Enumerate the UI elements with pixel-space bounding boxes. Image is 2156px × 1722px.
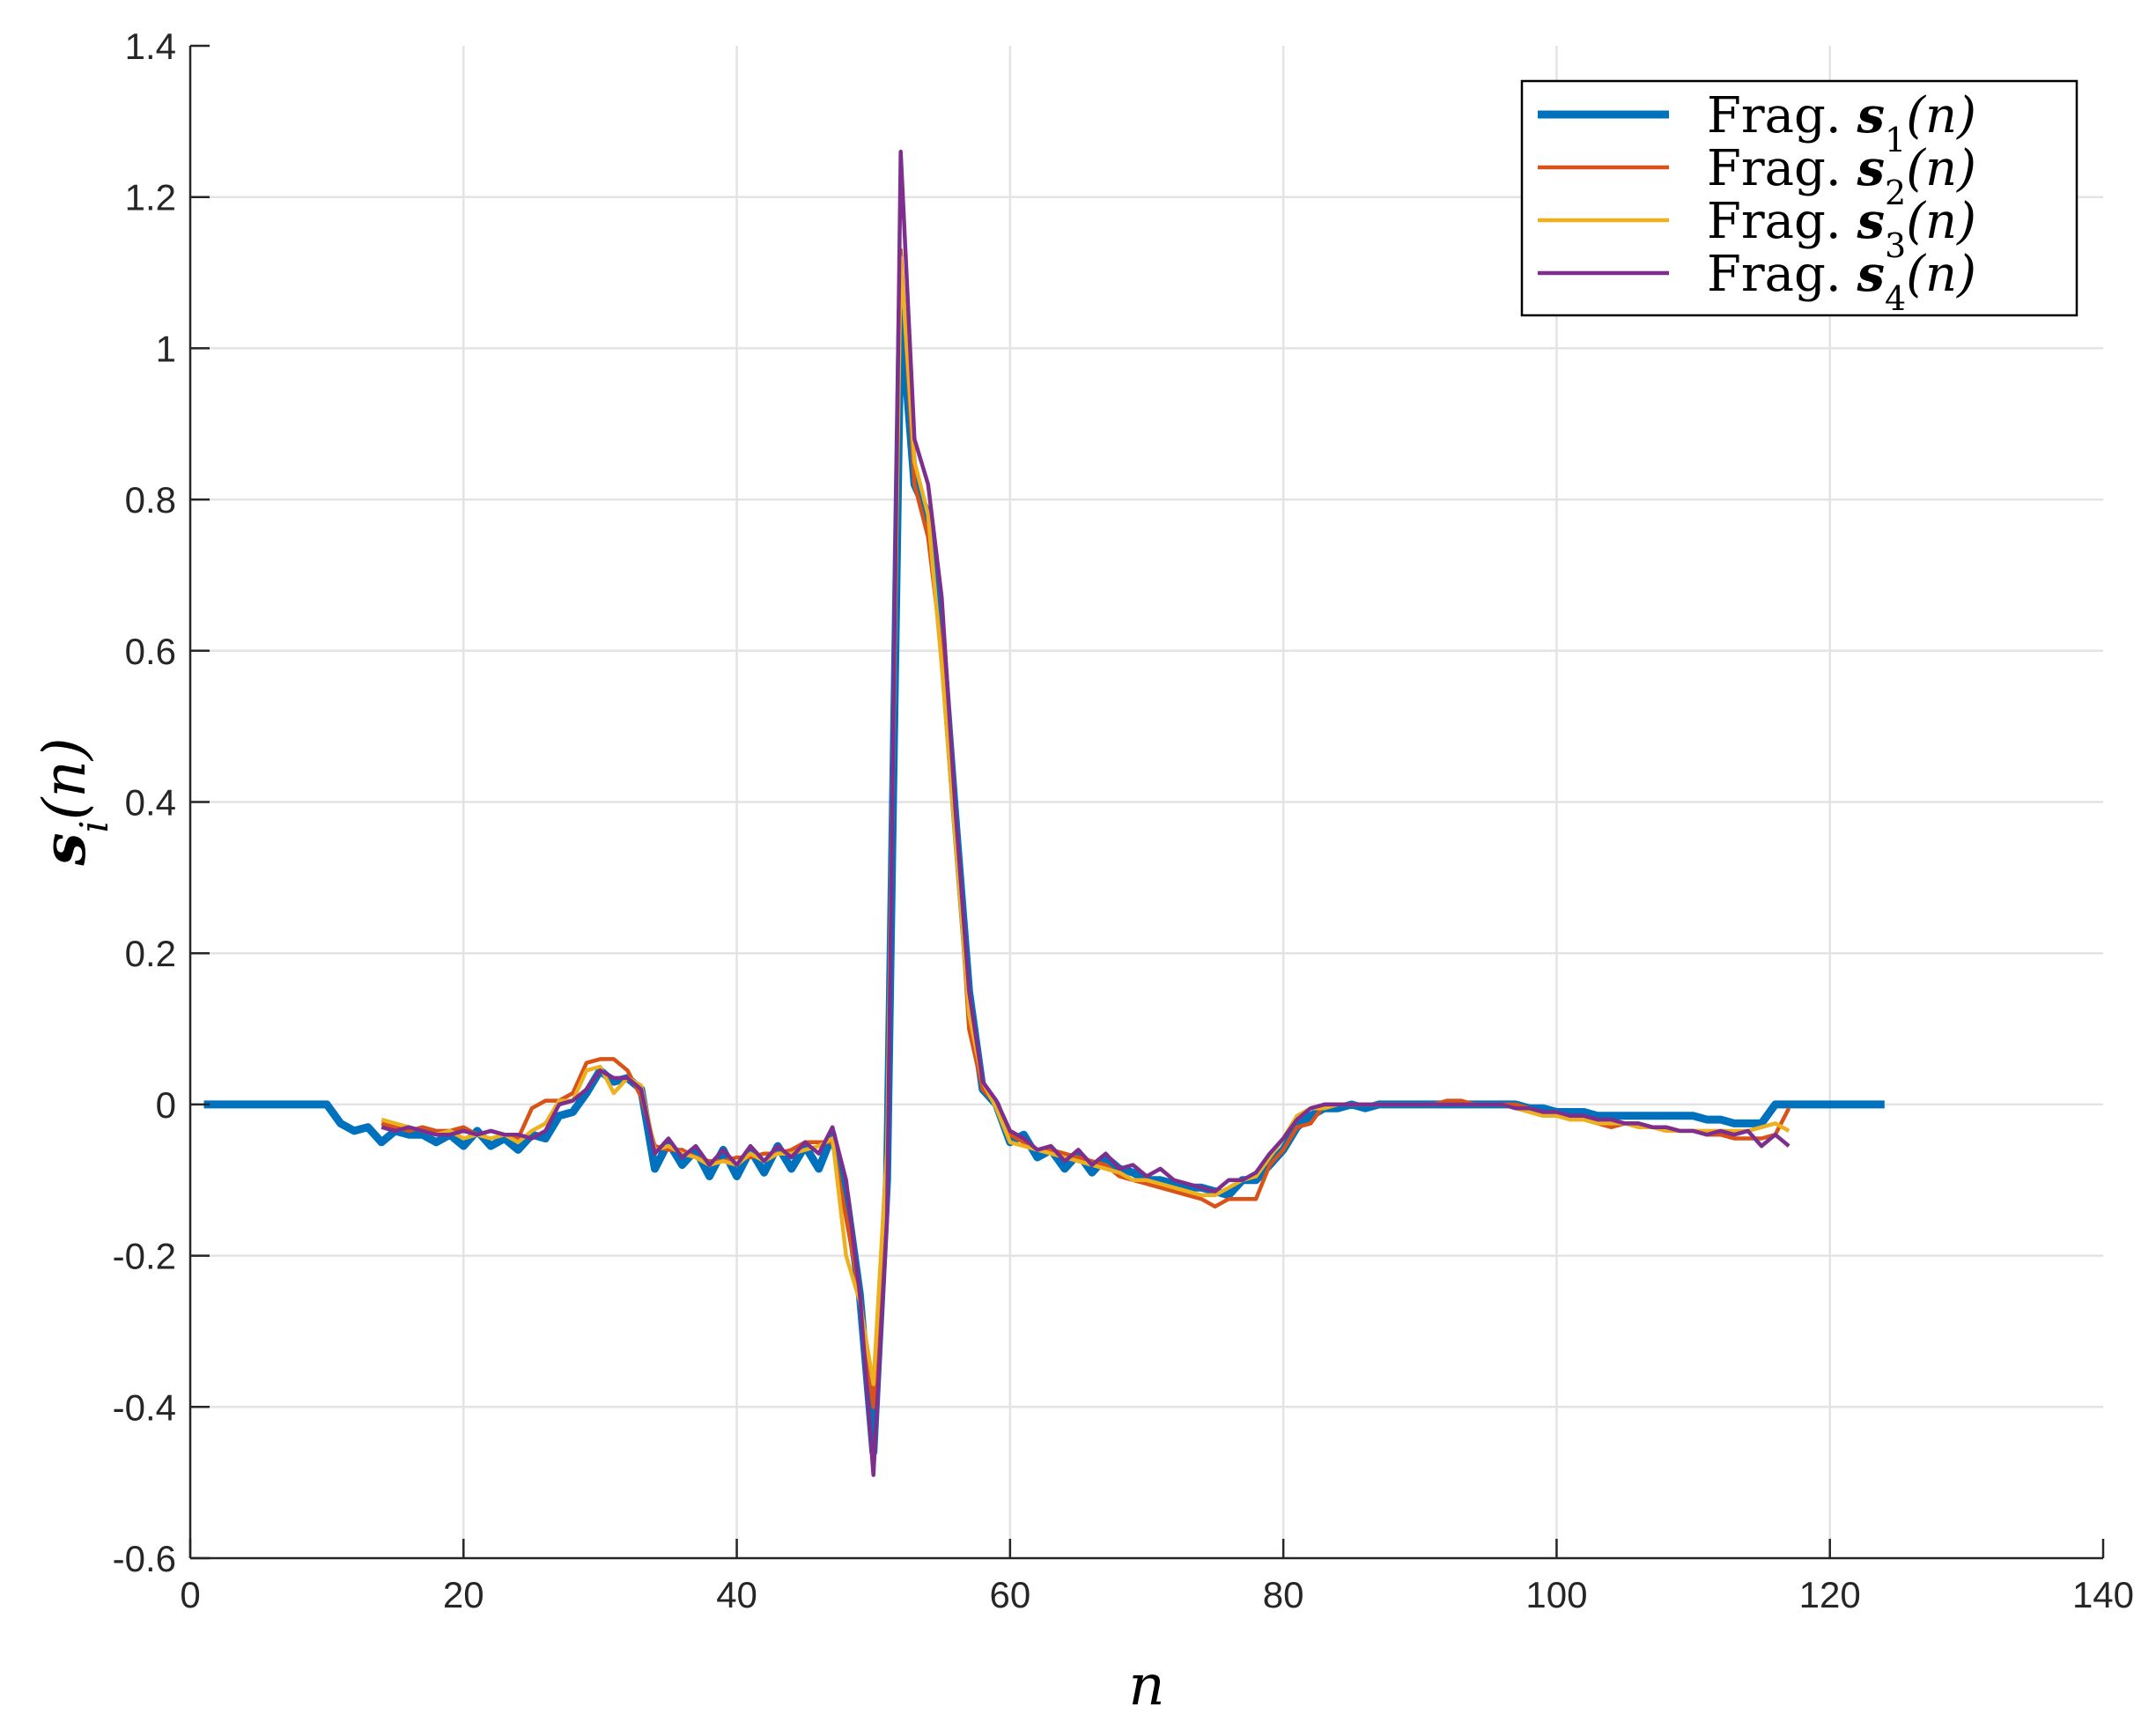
x-tick-label: 0 bbox=[180, 1574, 200, 1615]
tick-labels: 0 20 40 60 80 100 120 140 -0.6 -0.4 -0.2 0 0.2 0.4 0.6… bbox=[113, 26, 2134, 1615]
x-tick-label: 100 bbox=[1525, 1574, 1587, 1615]
series-line-4 bbox=[380, 149, 1791, 1477]
series-group bbox=[203, 149, 1885, 1477]
axes bbox=[188, 44, 2105, 1560]
x-axis-label: n bbox=[1128, 1653, 1164, 1718]
x-tick-label: 80 bbox=[1263, 1574, 1304, 1615]
legend-label-2: Frag. s2(n) bbox=[1707, 139, 1976, 212]
y-tick-label: 0.6 bbox=[125, 631, 176, 672]
y-tick-label: 0 bbox=[156, 1084, 176, 1126]
y-axis-label-group: si(n) bbox=[30, 737, 117, 866]
y-tick-label: 1.2 bbox=[125, 177, 176, 218]
y-tick-label: 0.4 bbox=[125, 782, 176, 824]
series-line-3 bbox=[380, 255, 1791, 1386]
y-tick-label: -0.6 bbox=[113, 1538, 176, 1579]
x-tick-label: 60 bbox=[989, 1574, 1030, 1615]
y-axis-label: si(n) bbox=[30, 737, 117, 866]
y-tick-label: 1 bbox=[156, 328, 176, 369]
y-tick-label: 0.8 bbox=[125, 479, 176, 521]
legend-label-1: Frag. s1(n) bbox=[1707, 86, 1976, 159]
legend-box bbox=[1520, 79, 2078, 317]
y-tick-label: 1.4 bbox=[125, 26, 176, 67]
x-tick-label: 120 bbox=[1799, 1574, 1861, 1615]
x-tick-label: 140 bbox=[2072, 1574, 2134, 1615]
x-tick-label: 20 bbox=[443, 1574, 484, 1615]
y-tick-label: 0.2 bbox=[125, 933, 176, 974]
legend-label-3: Frag. s3(n) bbox=[1707, 192, 1976, 265]
y-tick-label: -0.4 bbox=[113, 1386, 176, 1428]
y-tick-label: -0.2 bbox=[113, 1236, 176, 1277]
x-tick-label: 40 bbox=[716, 1574, 757, 1615]
legend-items: Frag. s1(n)Frag. s2(n)Frag. s3(n)Frag. s… bbox=[1538, 86, 1976, 318]
legend: Frag. s1(n)Frag. s2(n)Frag. s3(n)Frag. s… bbox=[1520, 79, 2078, 318]
legend-label-4: Frag. s4(n) bbox=[1707, 245, 1976, 318]
